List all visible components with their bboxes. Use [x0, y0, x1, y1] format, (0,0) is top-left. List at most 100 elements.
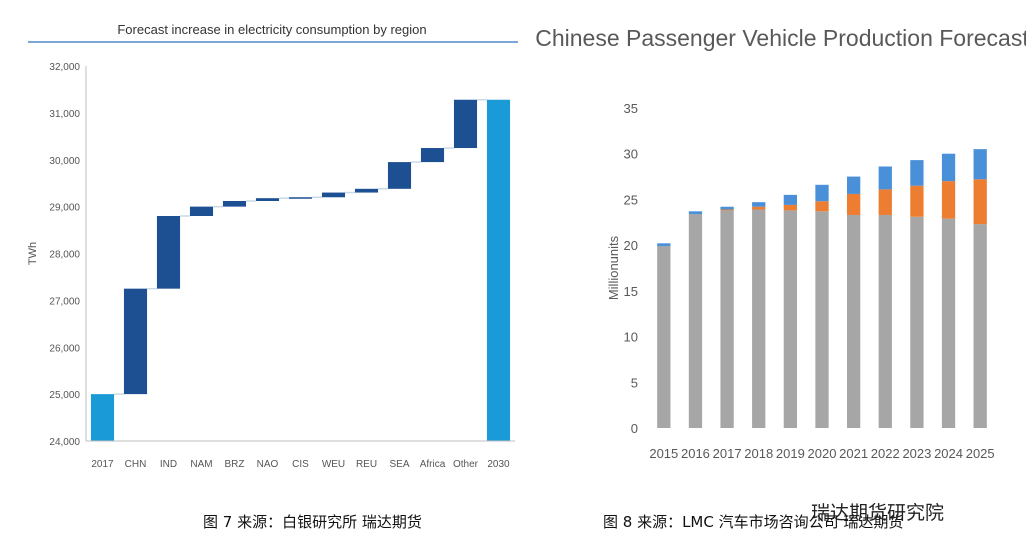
- bar-segment-2021-s2: [846, 176, 861, 194]
- bar-segment-2023-s2: [910, 160, 924, 186]
- bar-segment-2021-s0: [846, 214, 861, 428]
- y-axis-label: TWh: [27, 242, 39, 265]
- bar-segment-2016-s2: [688, 211, 703, 215]
- stacked-bars: [657, 149, 987, 428]
- bar-segment-2015-s0: [657, 246, 671, 428]
- waterfall-bar-weu: [321, 192, 346, 198]
- waterfall-chart: Forecast increase in electricity consump…: [27, 22, 518, 470]
- x-tick-label: CIS: [292, 459, 309, 470]
- bar-segment-2019-s2: [783, 194, 798, 205]
- bar-segment-2015-s2: [657, 243, 671, 247]
- waterfall-bars: [90, 99, 511, 441]
- stacked-bar-chart: Chinese Passenger Vehicle Production For…: [535, 25, 1026, 461]
- waterfall-bar-2030: [486, 99, 511, 441]
- x-tick-label: 2021: [839, 446, 868, 461]
- waterfall-chart-panel: Forecast increase in electricity consump…: [0, 0, 530, 505]
- bar-segment-2024-s1: [941, 181, 956, 219]
- y-tick-label: 20: [624, 238, 638, 253]
- bar-segment-2023-s1: [910, 185, 924, 217]
- bar-segment-2017-s0: [720, 210, 734, 428]
- bar-segment-2018-s1: [752, 206, 766, 210]
- x-tick-label: 2017: [713, 446, 742, 461]
- bar-segment-2022-s0: [878, 214, 892, 428]
- x-tick-label: 2022: [871, 446, 900, 461]
- bar-segment-2025-s2: [973, 149, 987, 180]
- y-tick-label: 10: [624, 330, 638, 345]
- bar-segment-2017-s1: [720, 209, 734, 211]
- bar-segment-2023-s0: [910, 216, 924, 428]
- bar-segment-2020-s1: [815, 201, 829, 212]
- waterfall-bar-other: [453, 99, 478, 149]
- bar-segment-2024-s2: [941, 153, 956, 182]
- caption-right: 图 8 来源：LMC 汽车市场咨询公司 瑞达期货: [603, 513, 904, 531]
- x-tick-label: 2020: [808, 446, 837, 461]
- bar-segment-2020-s2: [815, 184, 829, 202]
- waterfall-bar-sea: [387, 162, 412, 189]
- y-tick-label: 29,000: [49, 203, 80, 214]
- stacked-chart-panel: Chinese Passenger Vehicle Production For…: [530, 0, 1026, 505]
- x-tick-label: IND: [160, 459, 177, 470]
- waterfall-bar-africa: [420, 148, 445, 163]
- y-tick-label: 28,000: [49, 250, 80, 261]
- bar-segment-2018-s2: [752, 202, 766, 207]
- bar-segment-2019-s0: [783, 210, 798, 428]
- x-tick-label: WEU: [322, 459, 345, 470]
- x-tick-label: REU: [356, 459, 377, 470]
- x-tick-label: 2023: [902, 446, 931, 461]
- x-tick-label: 2017: [91, 459, 114, 470]
- y-tick-label: 15: [624, 284, 638, 299]
- waterfall-bar-nao: [255, 198, 280, 201]
- x-tick-label: 2015: [649, 446, 678, 461]
- x-tick-label: 2019: [776, 446, 805, 461]
- caption-left: 图 7 来源：白银研究所 瑞达期货: [203, 513, 422, 531]
- bar-segment-2018-s0: [752, 209, 766, 428]
- bar-segment-2022-s2: [878, 166, 892, 190]
- x-axis-ticks: 2017 CHN IND NAM BRZ NAO CIS WEU REU SEA Africa Oth…: [91, 459, 510, 470]
- y-tick-label: 5: [631, 375, 638, 390]
- waterfall-bar-reu: [354, 188, 379, 193]
- x-tick-label: NAO: [257, 459, 279, 470]
- waterfall-bar-nam: [189, 206, 214, 216]
- chart-title: Forecast increase in electricity consump…: [117, 22, 426, 37]
- x-tick-label: 2030: [487, 459, 510, 470]
- x-tick-label: SEA: [389, 459, 409, 470]
- y-tick-label: 35: [624, 101, 638, 116]
- bar-segment-2025-s1: [973, 179, 987, 225]
- y-tick-label: 24,000: [49, 437, 80, 448]
- x-tick-label: 2024: [934, 446, 963, 461]
- y-axis-ticks: 24,000 25,000 26,000 27,000 28,000 29,000 30,0…: [49, 62, 80, 448]
- bar-segment-2024-s0: [941, 218, 956, 428]
- x-tick-label: BRZ: [225, 459, 245, 470]
- y-tick-label: 26,000: [49, 343, 80, 354]
- x-tick-label: Africa: [420, 459, 446, 470]
- y-axis-label: Millionunits: [606, 235, 621, 300]
- bar-segment-2019-s1: [783, 204, 798, 211]
- x-tick-label: NAM: [190, 459, 212, 470]
- y-tick-label: 30: [624, 147, 638, 162]
- y-tick-label: 32,000: [49, 62, 80, 73]
- x-tick-label: 2025: [966, 446, 995, 461]
- waterfall-bar-ind: [156, 216, 181, 289]
- y-axis-ticks: 0 5 10 15 20 25 30 35: [624, 101, 638, 436]
- y-tick-label: 27,000: [49, 296, 80, 307]
- x-axis-ticks: 2015 2016 2017 2018 2019 2020 2021 2022 2023 2024…: [649, 446, 994, 461]
- bar-segment-2017-s2: [720, 206, 734, 210]
- waterfall-bar-cis: [288, 197, 313, 199]
- waterfall-bar-brz: [222, 201, 247, 207]
- waterfall-bar-chn: [123, 288, 148, 395]
- x-tick-label: 2018: [744, 446, 773, 461]
- x-tick-label: CHN: [125, 459, 147, 470]
- bar-segment-2025-s0: [973, 224, 987, 428]
- bar-segment-2021-s1: [846, 193, 861, 215]
- bar-segment-2016-s0: [688, 214, 703, 428]
- waterfall-bar-2017: [90, 394, 115, 441]
- x-tick-label: 2016: [681, 446, 710, 461]
- bar-segment-2020-s0: [815, 211, 829, 428]
- y-tick-label: 31,000: [49, 109, 80, 120]
- y-tick-label: 30,000: [49, 156, 80, 167]
- y-tick-label: 25,000: [49, 390, 80, 401]
- y-tick-label: 0: [631, 421, 638, 436]
- y-tick-label: 25: [624, 192, 638, 207]
- watermark: 瑞达期货研究院: [811, 502, 945, 524]
- x-tick-label: Other: [453, 459, 479, 470]
